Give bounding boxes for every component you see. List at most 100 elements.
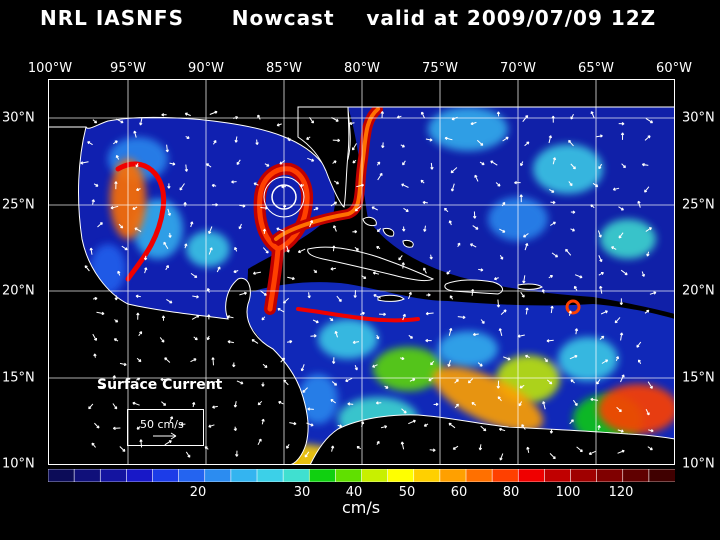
current-vector-arrow — [257, 114, 261, 120]
current-vector-arrow — [352, 340, 360, 344]
current-vector-arrow — [568, 181, 573, 187]
current-vector-arrow — [93, 353, 97, 358]
lat-label-25n-left: 25°N — [2, 197, 35, 213]
current-vector-arrow — [287, 340, 293, 344]
colorbar-segment — [648, 469, 675, 482]
current-vector-arrow — [373, 294, 382, 299]
current-vector-arrow — [616, 406, 622, 413]
current-vector-arrow — [166, 298, 173, 304]
current-vector-arrow — [375, 401, 382, 405]
current-vector-arrow — [239, 291, 247, 296]
current-vector-arrow — [449, 295, 454, 300]
current-vector-arrow — [192, 295, 199, 299]
current-vector-arrow — [306, 136, 311, 140]
current-vector-arrow — [549, 429, 554, 434]
current-vector-arrow — [426, 293, 431, 297]
current-vector-arrow — [238, 223, 242, 230]
current-vector-arrow — [569, 354, 578, 360]
current-vector-arrow — [497, 396, 502, 402]
current-vector-arrow — [496, 380, 501, 389]
current-vector-arrow — [422, 200, 428, 205]
current-vector-arrow — [420, 179, 425, 184]
current-vector-arrow — [313, 269, 318, 274]
current-vector-arrow — [601, 359, 609, 364]
current-vector-arrow — [645, 117, 654, 124]
current-vector-arrow — [261, 418, 265, 425]
current-vector-arrow — [119, 446, 126, 452]
colorbar-segment — [308, 469, 336, 482]
current-vector-arrow — [354, 246, 359, 251]
current-vector-arrow — [376, 228, 382, 233]
surface-current-label: Surface Current — [97, 377, 223, 393]
current-vector-arrow — [503, 356, 511, 361]
current-vector-arrow — [251, 339, 259, 344]
current-vector-arrow — [330, 445, 335, 452]
current-vector-arrow — [524, 243, 529, 251]
current-vector-arrow — [168, 232, 172, 238]
current-vector-arrow — [277, 308, 285, 313]
current-vector-arrow — [208, 247, 213, 255]
current-vector-arrow — [165, 144, 169, 153]
current-vector-arrow — [552, 157, 557, 165]
current-vector-arrow — [548, 135, 552, 144]
current-vector-arrow — [399, 356, 405, 361]
current-vector-arrow — [260, 206, 268, 210]
current-vector-arrow — [469, 243, 477, 248]
colorbar-tick-50: 50 — [398, 485, 416, 500]
current-vector-arrow — [476, 139, 484, 146]
current-vector-arrow — [493, 276, 499, 281]
current-vector-arrow — [114, 319, 119, 323]
current-vector-arrow — [598, 272, 604, 276]
current-vector-arrow — [612, 187, 620, 191]
current-vector-arrow — [479, 161, 485, 166]
current-vector-arrow — [307, 157, 315, 162]
current-vector-arrow — [596, 379, 601, 385]
current-vector-arrow — [114, 181, 118, 190]
current-vector-arrow — [470, 288, 475, 296]
colorbar-segment — [596, 469, 624, 482]
current-vector-arrow — [279, 160, 286, 165]
current-vector-arrow — [644, 309, 650, 314]
current-vector-arrow — [212, 405, 218, 409]
current-vector-arrow — [517, 334, 525, 338]
current-vector-arrow — [574, 274, 583, 279]
current-vector-arrow — [97, 384, 106, 389]
current-vector-arrow — [549, 453, 556, 460]
current-vector-arrow — [302, 387, 308, 393]
current-vector-arrow — [408, 334, 413, 339]
current-vector-arrow — [211, 380, 216, 386]
current-vector-arrow — [136, 426, 141, 430]
lon-label-65w: 65°W — [578, 61, 614, 76]
current-vector-arrow — [354, 205, 362, 212]
current-vector-arrow — [615, 356, 619, 362]
current-vector-arrow — [167, 183, 171, 189]
current-vector-arrow — [471, 402, 477, 406]
lon-label-60w: 60°W — [656, 61, 692, 76]
current-vector-arrow — [257, 400, 263, 406]
current-speed-map — [48, 79, 675, 465]
current-vector-arrow — [542, 401, 546, 410]
lat-label-30n-right: 30°N — [682, 110, 715, 126]
current-vector-arrow — [331, 357, 336, 364]
current-vector-arrow — [638, 359, 642, 364]
jamaica — [377, 294, 405, 302]
current-vector-arrow — [376, 334, 380, 340]
current-vector-arrow — [551, 115, 555, 123]
lon-label-100w: 100°W — [27, 61, 73, 76]
current-vector-arrow — [526, 446, 530, 453]
current-vector-arrow — [91, 199, 95, 205]
current-vector-arrow — [264, 163, 270, 167]
current-vector-arrow — [329, 317, 334, 322]
current-vector-arrow — [570, 113, 574, 120]
current-vector-arrow — [522, 275, 526, 284]
current-vector-arrow — [477, 362, 483, 367]
graticule — [48, 79, 675, 465]
current-vector-arrow — [498, 328, 503, 337]
current-vector-arrow — [216, 266, 221, 273]
current-vectors — [80, 110, 657, 461]
current-vector-arrow — [360, 311, 365, 316]
colorbar-segment — [413, 469, 441, 482]
colorbar-segment — [178, 469, 206, 482]
current-vector-arrow — [402, 160, 406, 166]
colorbar-tick-30: 30 — [293, 485, 311, 500]
